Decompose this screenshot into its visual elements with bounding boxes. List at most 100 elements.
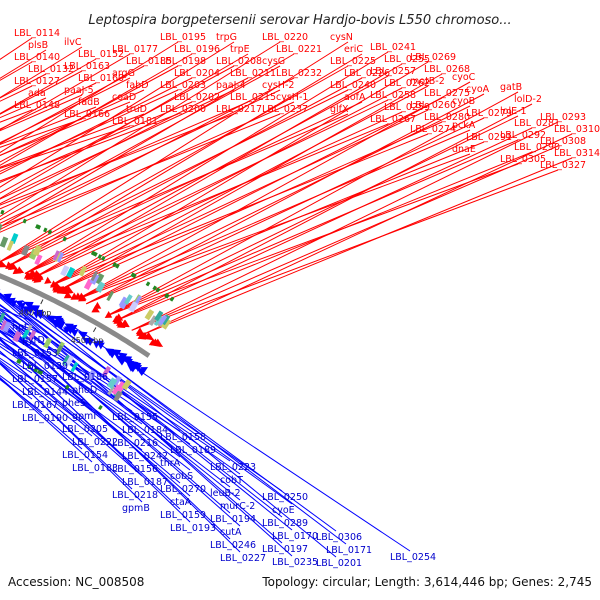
forward-gene-arrow [64, 285, 74, 294]
tick-label: 400 kbp [19, 309, 52, 318]
leader-line [24, 123, 389, 274]
gene-label: LBL_0257 [370, 66, 416, 77]
leader-line [0, 53, 131, 131]
gene-label: trpE [230, 44, 250, 55]
gene-label: LBL_0260 [410, 100, 456, 111]
gene-label: thrA [160, 458, 181, 469]
gene-label: gpmB [122, 503, 150, 514]
leader-line [0, 307, 241, 501]
leader-line [0, 89, 281, 224]
map-title: Leptospira borgpetersenii serovar Hardjo… [88, 13, 511, 28]
gene-label: LBL_0155 [112, 412, 158, 423]
feature-block [78, 265, 88, 277]
gene-label: coaD [112, 92, 136, 103]
gene-label: LBL_0290 [514, 142, 560, 153]
leader-line [0, 118, 83, 148]
gene-label: LBL_0152 [78, 49, 124, 60]
leader-line [0, 77, 193, 175]
leader-line [0, 46, 83, 99]
feature-block [0, 312, 6, 323]
forward-gene-labels: LBL_0114plsBLBL_0140LBL_0132LBL_0127adaL… [14, 28, 600, 171]
gene-label: LBL_0184 [122, 425, 168, 436]
feature-block [145, 281, 151, 287]
feature-block [130, 272, 136, 278]
gene-label: LBL_0148 [14, 100, 60, 111]
feature-block [90, 270, 99, 282]
leader-line [0, 376, 83, 450]
leader-line [0, 77, 249, 205]
gene-label: LBL_0218 [112, 490, 158, 501]
feature-block [0, 223, 3, 235]
gene-label: LBL_0201 [316, 558, 362, 569]
gene-label: LBL_0171 [326, 545, 372, 556]
leader-line [0, 337, 191, 523]
gene-label: LBL_0215 [230, 92, 276, 103]
gene-label: truD [126, 104, 147, 115]
leader-line [0, 293, 293, 557]
leader-line [24, 75, 389, 274]
gene-label: LBL_0127 [14, 76, 60, 87]
feature-block [160, 318, 172, 330]
feature-block [35, 224, 40, 229]
gene-label: cyoE [272, 505, 295, 516]
leader-line [0, 113, 145, 168]
feature-block [89, 273, 100, 285]
feature-block [66, 266, 76, 279]
leader-line [7, 77, 363, 267]
leader-line [77, 153, 471, 300]
leader-line [0, 89, 179, 173]
leader-line [50, 85, 429, 287]
gene-label: LBL_0190 [22, 413, 68, 424]
leader-line [107, 163, 519, 317]
gene-label: LBL_0293 [540, 112, 586, 123]
gene-label: LBL_0160 [78, 73, 124, 84]
leader-line [0, 41, 349, 263]
feature-block [164, 293, 170, 299]
gene-label: LBL_0246 [210, 540, 256, 551]
leader-line [0, 53, 249, 200]
gene-label: LBL_0200 [160, 104, 206, 115]
leader-line [0, 361, 93, 437]
leader-line [86, 93, 485, 305]
leader-line [0, 82, 97, 130]
leader-line [0, 77, 295, 231]
gene-label: LBL_0222 [72, 437, 118, 448]
feature-block [94, 272, 105, 285]
gene-label: LBL_0310 [554, 124, 600, 135]
leader-line [86, 117, 485, 305]
gene-label: LBL_0259 [384, 102, 430, 113]
gene-label: LBL_0220 [262, 32, 308, 43]
leader-line [59, 97, 443, 291]
gene-label: LBL_0225 [330, 56, 376, 67]
feature-block [21, 329, 30, 340]
leader-line [0, 322, 191, 471]
leader-line [131, 145, 559, 331]
feature-block [102, 365, 112, 377]
gene-label: LBL_0177 [112, 44, 158, 55]
gene-label: LBL_0255 [384, 54, 430, 65]
gene-label: LBL_0154 [62, 450, 108, 461]
forward-gene-arrow [116, 320, 126, 329]
gene-label: LBL_0268 [424, 64, 470, 75]
leader-line [0, 65, 145, 145]
gene-label: LBL_0198 [160, 56, 206, 67]
tick-mark [92, 327, 97, 333]
leader-line [140, 157, 573, 337]
gene-label: argG [112, 68, 135, 79]
feature-block [64, 384, 70, 390]
gene-label: LBL_0308 [540, 136, 586, 147]
forward-gene-arrow [91, 305, 100, 313]
gene-label: LBL_0132 [28, 64, 74, 75]
gene-label: LBL_0250 [262, 492, 308, 503]
leader-line [77, 81, 471, 300]
feature-block [106, 290, 115, 302]
leader-line [0, 329, 93, 385]
feature-block [169, 296, 175, 302]
forward-gene-arrow [136, 329, 144, 337]
gene-label: cyoC [452, 72, 476, 83]
gene-label: LBL_0235 [272, 557, 318, 568]
feature-block [155, 287, 161, 293]
gene-label: LBL_0305 [500, 154, 546, 165]
